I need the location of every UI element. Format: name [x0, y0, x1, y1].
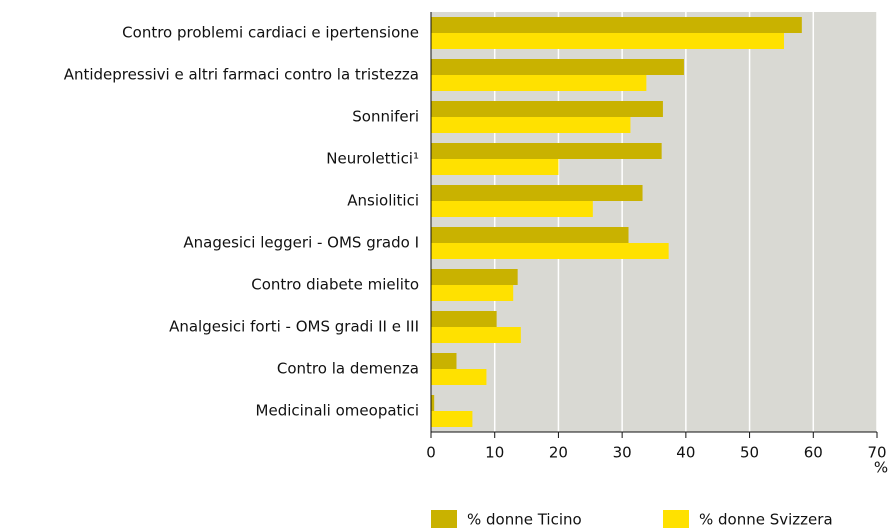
y-tick-label: Contro diabete mielito — [251, 276, 419, 294]
x-tick-label: 20 — [549, 444, 568, 462]
x-tick-label: 70 — [867, 444, 886, 462]
y-tick-label: Sonniferi — [352, 108, 419, 126]
bar — [431, 285, 514, 301]
bar — [431, 327, 521, 343]
y-tick-label: Contro problemi cardiaci e ipertensione — [122, 24, 419, 42]
bar — [431, 59, 684, 75]
bar — [431, 75, 647, 91]
legend-swatch — [663, 510, 689, 528]
bar — [431, 243, 669, 259]
bar — [431, 227, 629, 243]
x-tick-label: 60 — [804, 444, 823, 462]
bar — [431, 369, 487, 385]
bar — [431, 17, 802, 33]
y-tick-label: Ansiolitici — [347, 192, 419, 210]
legend-label: % donne Ticino — [467, 511, 582, 529]
x-tick-label: 30 — [613, 444, 632, 462]
bar — [431, 395, 435, 411]
legend-label: % donne Svizzera — [699, 511, 833, 529]
x-tick-label: 0 — [426, 444, 436, 462]
bar — [431, 185, 643, 201]
x-tick-label: 10 — [485, 444, 504, 462]
bar — [431, 33, 784, 49]
bar — [431, 411, 473, 427]
y-tick-label: Contro la demenza — [277, 360, 419, 378]
bar — [431, 311, 497, 327]
legend-swatch — [431, 510, 457, 528]
x-tick-label: 50 — [740, 444, 759, 462]
bar — [431, 159, 559, 175]
y-tick-label: Antidepressivi e altri farmaci contro la… — [64, 66, 419, 84]
bar — [431, 353, 457, 369]
bar — [431, 143, 662, 159]
y-tick-label: Neurolettici¹ — [326, 150, 419, 168]
x-tick-label: 40 — [676, 444, 695, 462]
bar — [431, 269, 518, 285]
bar — [431, 201, 593, 217]
y-tick-label: Anagesici leggeri - OMS grado I — [183, 234, 419, 252]
y-tick-label: Medicinali omeopatici — [256, 402, 419, 420]
bar — [431, 101, 663, 117]
x-unit: % — [874, 459, 888, 477]
y-tick-label: Analgesici forti - OMS gradi II e III — [169, 318, 419, 336]
bar — [431, 117, 631, 133]
